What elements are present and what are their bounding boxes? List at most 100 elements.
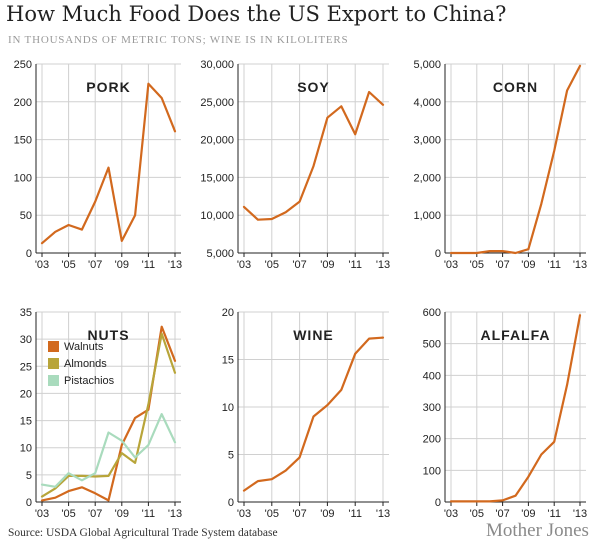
legend-label: Walnuts [64,341,104,353]
x-tick-label: '13 [168,259,182,271]
y-tick-label: 20 [20,388,32,400]
x-tick-label: '03 [35,259,49,271]
chart-soy: 5,000 10,000 15,000 20,000 25,000 30,000 '03 '0… [200,59,390,271]
panel-title: PORK [86,79,130,95]
brand-logo: Mother Jones [486,520,589,541]
y-tick-label: 100 [14,172,32,184]
y-tick-label: 5,000 [413,59,441,71]
legend-swatch [48,341,59,352]
x-tick-label: '05 [265,259,279,271]
series-line-corn [449,64,582,255]
x-tick-label: '13 [168,508,182,520]
y-tick-label: 2,000 [413,172,441,184]
x-tick-label: '03 [35,508,49,520]
y-tick-label: 30,000 [200,59,234,71]
legend-swatch [48,375,59,386]
legend-swatch [48,358,59,369]
page-title: How Much Food Does the US Export to Chin… [6,2,507,26]
chart-nuts: 0 5 10 15 20 25 30 35 '03 '05 '07 '09 '11 '13 NUTSWaln… [20,307,182,520]
chart-wine: 0 5 10 15 20 '03 '05 '07 '09 '11 '13 WINE [222,307,390,520]
y-tick-label: 400 [423,370,441,382]
y-tick-label: 25,000 [200,97,234,109]
x-tick-label: '07 [88,259,102,271]
y-tick-label: 200 [14,97,32,109]
y-tick-label: 10,000 [200,210,234,222]
x-tick-label: '11 [348,259,362,271]
y-tick-label: 15 [20,416,32,428]
chart-pork: 0 50 100 150 200 250 '03 '05 '07 '09 '11 '13 PORK [14,59,183,271]
panel-title: ALFALFA [481,327,551,343]
y-tick-label: 1,000 [413,210,441,222]
x-tick-label: '09 [115,259,129,271]
x-tick-label: '13 [573,508,587,520]
y-tick-label: 5 [26,470,32,482]
x-tick-label: '07 [495,259,509,271]
series-line-alfalfa [449,314,582,503]
x-tick-label: '05 [265,508,279,520]
series-line-wine [242,336,385,492]
legend-label: Almonds [64,358,107,370]
y-tick-label: 0 [228,497,234,509]
x-tick-label: '09 [320,508,334,520]
y-tick-label: 25 [20,361,32,373]
y-tick-label: 3,000 [413,135,441,147]
y-tick-label: 250 [14,59,32,71]
y-tick-label: 500 [423,339,441,351]
y-tick-label: 0 [435,497,441,509]
x-tick-label: '03 [444,259,458,271]
x-tick-label: '11 [547,259,561,271]
x-tick-label: '07 [292,259,306,271]
x-tick-label: '11 [547,508,561,520]
x-tick-label: '09 [320,259,334,271]
y-tick-label: 20,000 [200,135,234,147]
y-tick-label: 0 [435,248,441,260]
y-tick-label: 5 [228,450,234,462]
y-tick-label: 4,000 [413,97,441,109]
y-tick-label: 35 [20,307,32,319]
x-tick-label: '03 [237,508,251,520]
x-tick-label: '09 [115,508,129,520]
series-line-pork [40,82,177,245]
page-subtitle: IN THOUSANDS OF METRIC TONS; WINE IS IN … [8,34,349,46]
series-line-pistachios [40,413,177,488]
panel-title: NUTS [87,327,129,343]
x-tick-label: '11 [142,508,156,520]
y-tick-label: 600 [423,307,441,319]
x-tick-label: '13 [376,508,390,520]
x-tick-label: '07 [495,508,509,520]
x-tick-label: '05 [470,508,484,520]
x-tick-label: '13 [376,259,390,271]
source-note: Source: USDA Global Agricultural Trade S… [8,527,278,539]
y-tick-label: 300 [423,402,441,414]
x-tick-label: '11 [142,259,156,271]
y-tick-label: 15 [222,355,234,367]
y-tick-label: 0 [26,248,32,260]
panel-title: SOY [297,79,330,95]
y-tick-label: 50 [20,210,32,222]
chart-alfalfa: 0 100 200 300 400 500 600 '03 '05 '07 '09 '11 '13 ALF… [423,307,588,520]
y-tick-label: 100 [423,465,441,477]
x-tick-label: '05 [61,508,75,520]
x-tick-label: '03 [444,508,458,520]
panel-title: WINE [293,327,334,343]
y-tick-label: 0 [26,497,32,509]
y-tick-label: 10 [20,443,32,455]
y-tick-label: 30 [20,334,32,346]
x-tick-label: '09 [521,259,535,271]
panel-title: CORN [493,79,538,95]
y-tick-label: 10 [222,402,234,414]
chart-corn: 0 1,000 2,000 3,000 4,000 5,000 '03 '05 '07 '09 '1… [413,59,587,271]
y-tick-label: 150 [14,135,32,147]
x-tick-label: '09 [521,508,535,520]
y-tick-label: 200 [423,434,441,446]
y-tick-label: 5,000 [206,248,234,260]
series-line-almonds [40,332,177,498]
x-tick-label: '13 [573,259,587,271]
x-tick-label: '07 [88,508,102,520]
legend-label: Pistachios [64,375,115,387]
series-line-soy [242,90,385,221]
x-tick-label: '03 [237,259,251,271]
x-tick-label: '07 [292,508,306,520]
x-tick-label: '11 [348,508,362,520]
